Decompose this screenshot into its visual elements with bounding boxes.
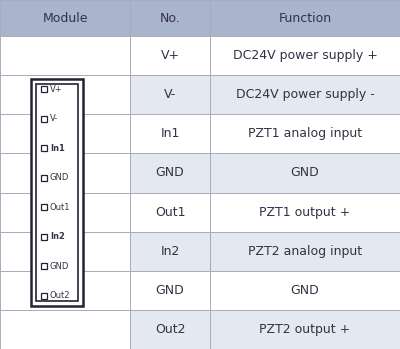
Text: GND: GND <box>156 166 184 179</box>
Bar <box>41 86 47 92</box>
Bar <box>41 175 47 181</box>
Bar <box>130 114 210 153</box>
Text: GND: GND <box>156 284 184 297</box>
Bar <box>0 271 130 310</box>
Bar <box>0 0 130 36</box>
Bar <box>130 310 210 349</box>
Bar <box>130 36 210 75</box>
Bar <box>0 310 130 349</box>
Bar <box>210 193 400 232</box>
Bar <box>210 271 400 310</box>
Bar <box>36 84 78 301</box>
Text: GND: GND <box>291 284 319 297</box>
Text: PZT2 output +: PZT2 output + <box>259 323 351 336</box>
Text: Function: Function <box>278 12 332 24</box>
Bar <box>210 232 400 271</box>
Bar <box>31 79 83 306</box>
Bar <box>0 114 130 153</box>
Bar <box>0 36 130 75</box>
Text: Out1: Out1 <box>155 206 185 218</box>
Bar <box>210 310 400 349</box>
Text: V+: V+ <box>160 49 180 62</box>
Text: In1: In1 <box>160 127 180 140</box>
Text: Out2: Out2 <box>155 323 185 336</box>
Text: Out1: Out1 <box>50 203 70 212</box>
Bar <box>0 153 130 193</box>
Text: Module: Module <box>42 12 88 24</box>
Text: V-: V- <box>164 88 176 101</box>
Bar <box>130 193 210 232</box>
Bar <box>210 75 400 114</box>
Bar <box>130 153 210 193</box>
Text: V-: V- <box>50 114 58 123</box>
Text: No.: No. <box>160 12 180 24</box>
Text: Out2: Out2 <box>50 291 70 300</box>
Text: DC24V power supply -: DC24V power supply - <box>236 88 374 101</box>
Text: In2: In2 <box>160 245 180 258</box>
Text: V+: V+ <box>50 84 63 94</box>
Bar <box>0 232 130 271</box>
Text: GND: GND <box>291 166 319 179</box>
Text: PZT1 analog input: PZT1 analog input <box>248 127 362 140</box>
Bar <box>41 263 47 269</box>
Bar <box>130 0 210 36</box>
Bar <box>0 193 130 232</box>
Bar <box>210 0 400 36</box>
Bar <box>130 75 210 114</box>
Bar <box>41 293 47 299</box>
Text: GND: GND <box>50 173 69 182</box>
Text: PZT2 analog input: PZT2 analog input <box>248 245 362 258</box>
Bar <box>0 75 130 114</box>
Bar <box>41 234 47 240</box>
Text: DC24V power supply +: DC24V power supply + <box>232 49 378 62</box>
Text: GND: GND <box>50 262 69 271</box>
Bar <box>210 153 400 193</box>
Text: In2: In2 <box>50 232 65 242</box>
Bar <box>210 114 400 153</box>
Bar <box>210 36 400 75</box>
Bar <box>130 232 210 271</box>
Bar <box>41 116 47 121</box>
Text: In1: In1 <box>50 144 65 153</box>
Bar <box>41 204 47 210</box>
Bar <box>41 145 47 151</box>
Bar <box>130 271 210 310</box>
Text: PZT1 output +: PZT1 output + <box>259 206 351 218</box>
